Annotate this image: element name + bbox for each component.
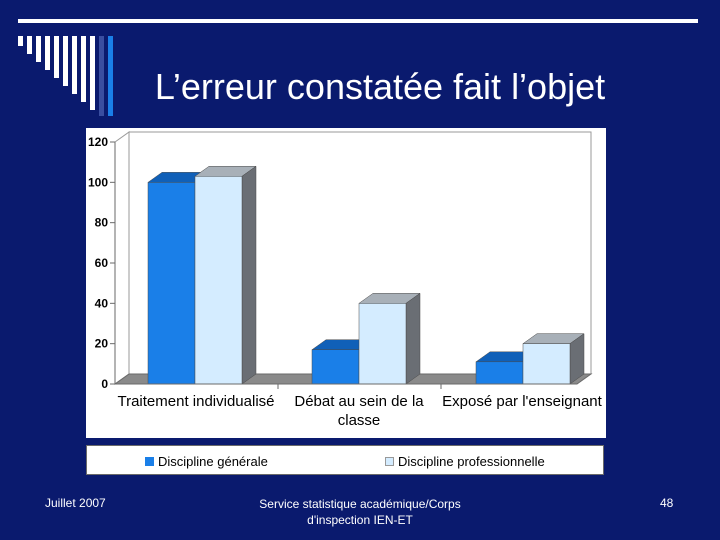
bar [194,176,243,385]
y-tick-label: 0 [101,377,108,391]
y-tick-label: 100 [88,175,108,189]
bar-side [405,292,421,385]
bar [147,182,196,385]
slide-title: L’erreur constatée fait l’objet [154,66,606,107]
footer-source: Service statistique académique/Corps d'i… [259,497,461,527]
x-category-label: Débat au sein de la [294,393,424,410]
y-tick-label: 20 [95,337,109,351]
y-tick-label: 40 [95,296,109,310]
legend-swatch-series-2 [385,457,394,466]
top-rule [18,19,698,23]
chart-legend: Discipline générale Discipline professio… [86,445,604,475]
x-category-label: Traitement individualisé [117,393,274,410]
bar-chart: 0 20 40 60 80 100 120 Traitement individualisé D… [88,131,603,429]
x-category-label: Exposé par l'enseignant [442,393,602,410]
legend-item-series-2: Discipline professionnelle [385,454,545,469]
bar [522,343,571,385]
decorative-bars [18,36,113,116]
legend-label-series-1: Discipline générale [158,454,268,469]
bar [358,303,407,385]
bar [311,349,360,385]
bar-side [241,165,257,385]
legend-item-series-1: Discipline générale [145,454,268,469]
chart-panel: 0 20 40 60 80 100 120 Traitement individualisé D… [86,128,606,438]
y-tick-label: 120 [88,135,108,149]
y-tick-label: 80 [95,216,109,230]
y-tick-label: 60 [95,256,109,270]
chart-side-wall [114,131,130,385]
x-category-label: classe [338,412,381,429]
legend-label-series-2: Discipline professionnelle [398,454,545,469]
page-number: 48 [660,496,674,510]
footer-date: Juillet 2007 [45,496,106,510]
legend-swatch-series-1 [145,457,154,466]
bar [475,361,524,385]
